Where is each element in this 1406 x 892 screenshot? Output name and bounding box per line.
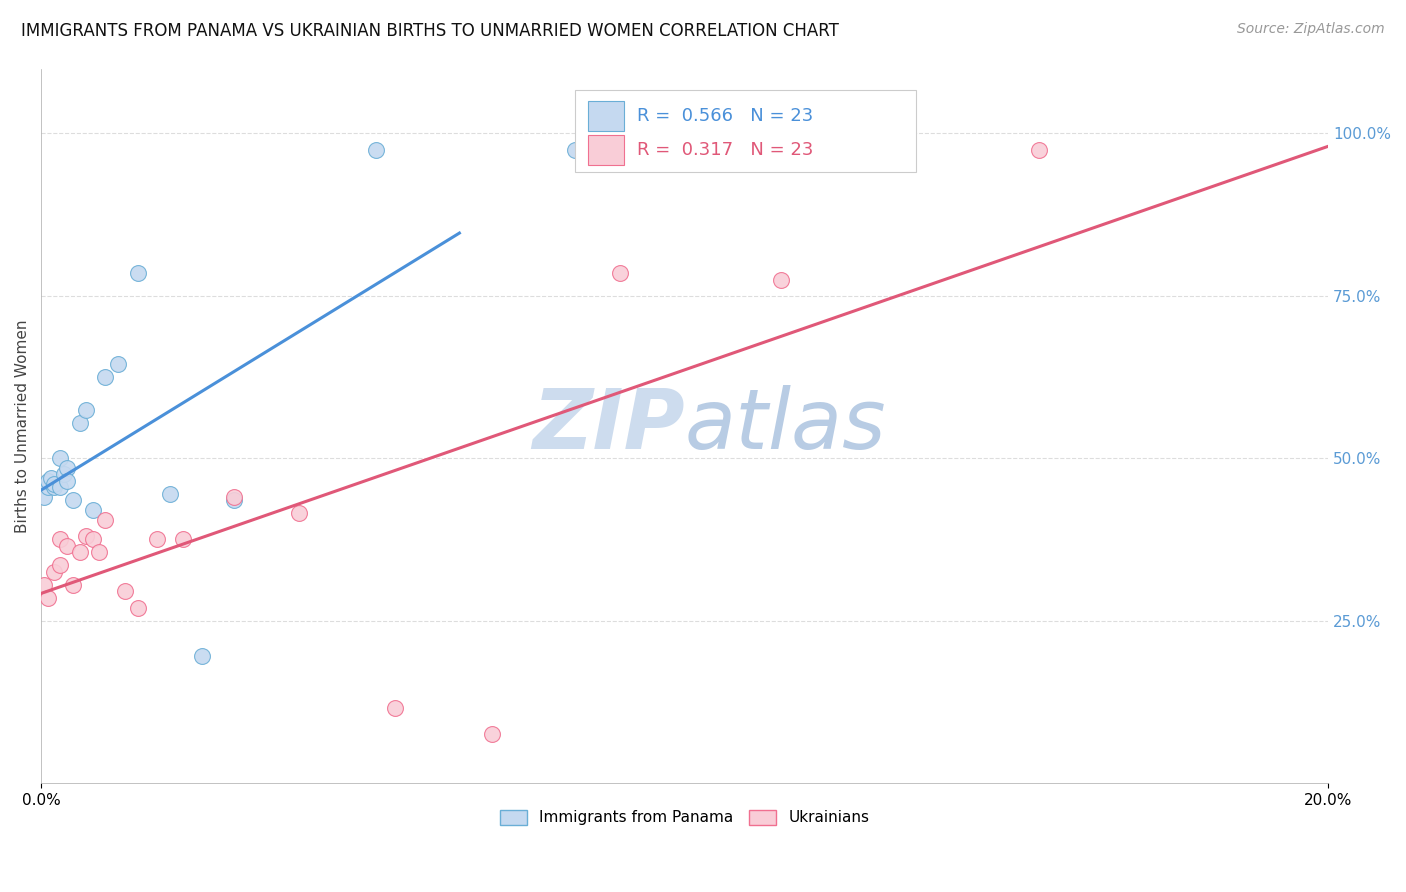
Point: [114, 584, 136, 599]
Point: [49, 451, 72, 466]
Point: [62, 493, 84, 508]
Point: [42, 477, 65, 491]
Point: [49, 558, 72, 573]
Point: [127, 266, 149, 280]
Y-axis label: Births to Unmarried Women: Births to Unmarried Women: [15, 319, 30, 533]
Point: [191, 649, 214, 664]
Text: ZIP: ZIP: [531, 385, 685, 467]
Point: [42, 565, 65, 579]
Point: [52, 467, 75, 482]
Point: [94, 513, 117, 527]
Point: [37, 591, 59, 605]
Point: [69, 545, 91, 559]
Point: [56, 474, 79, 488]
Point: [609, 266, 631, 280]
Point: [37, 474, 59, 488]
Point: [42, 481, 65, 495]
Point: [364, 143, 387, 157]
Point: [127, 600, 149, 615]
Point: [1028, 143, 1050, 157]
Point: [107, 357, 129, 371]
Point: [39, 471, 62, 485]
Point: [87, 545, 110, 559]
Point: [49, 481, 72, 495]
Point: [34, 490, 56, 504]
Point: [564, 143, 586, 157]
Point: [146, 533, 169, 547]
Text: R =  0.566   N = 23: R = 0.566 N = 23: [637, 107, 813, 125]
Point: [94, 370, 117, 384]
Text: IMMIGRANTS FROM PANAMA VS UKRAINIAN BIRTHS TO UNMARRIED WOMEN CORRELATION CHART: IMMIGRANTS FROM PANAMA VS UKRAINIAN BIRT…: [21, 22, 839, 40]
Point: [172, 533, 194, 547]
Point: [82, 533, 104, 547]
Point: [224, 493, 246, 508]
FancyBboxPatch shape: [588, 101, 624, 131]
Point: [49, 533, 72, 547]
FancyBboxPatch shape: [588, 135, 624, 165]
Legend: Immigrants from Panama, Ukrainians: Immigrants from Panama, Ukrainians: [499, 810, 870, 825]
Point: [34, 578, 56, 592]
Point: [56, 539, 79, 553]
Point: [159, 487, 181, 501]
Point: [75, 402, 97, 417]
Point: [770, 272, 793, 286]
Point: [287, 507, 309, 521]
Text: R =  0.317   N = 23: R = 0.317 N = 23: [637, 141, 814, 159]
Point: [37, 481, 59, 495]
Text: atlas: atlas: [685, 385, 886, 467]
Point: [69, 416, 91, 430]
Point: [82, 503, 104, 517]
Point: [384, 701, 406, 715]
Point: [56, 461, 79, 475]
Point: [481, 727, 503, 741]
Point: [75, 529, 97, 543]
FancyBboxPatch shape: [575, 90, 917, 172]
Point: [62, 578, 84, 592]
Text: Source: ZipAtlas.com: Source: ZipAtlas.com: [1237, 22, 1385, 37]
Point: [224, 490, 246, 504]
